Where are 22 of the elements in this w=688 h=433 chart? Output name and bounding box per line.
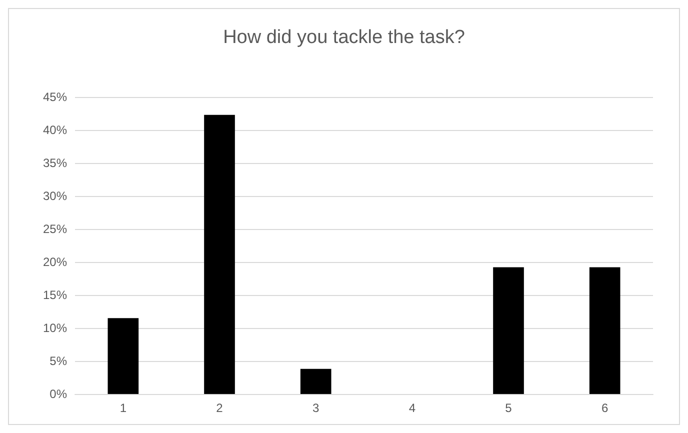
y-tick-label: 5% (50, 354, 68, 368)
bar (493, 267, 524, 394)
chart-title: How did you tackle the task? (223, 27, 465, 48)
y-tick-label: 40% (42, 123, 68, 137)
y-tick-label: 35% (42, 156, 68, 170)
y-tick-label: 30% (42, 189, 68, 203)
y-tick-label: 15% (42, 288, 68, 302)
bar (108, 318, 139, 394)
x-tick-label: 5 (505, 401, 512, 415)
y-tick-label: 45% (42, 90, 68, 104)
x-tick-label: 4 (408, 401, 416, 415)
y-tick-label: 25% (42, 222, 68, 236)
y-tick-label: 0% (50, 387, 68, 401)
bar (300, 368, 332, 394)
x-tick-label: 6 (601, 401, 608, 415)
x-tick-label: 3 (312, 401, 320, 415)
y-tick-label: 10% (42, 321, 68, 335)
x-tick-label: 1 (120, 401, 127, 415)
bar (204, 114, 235, 394)
x-tick-label: 2 (216, 401, 224, 415)
bar (589, 267, 620, 394)
y-tick-label: 20% (42, 255, 68, 269)
